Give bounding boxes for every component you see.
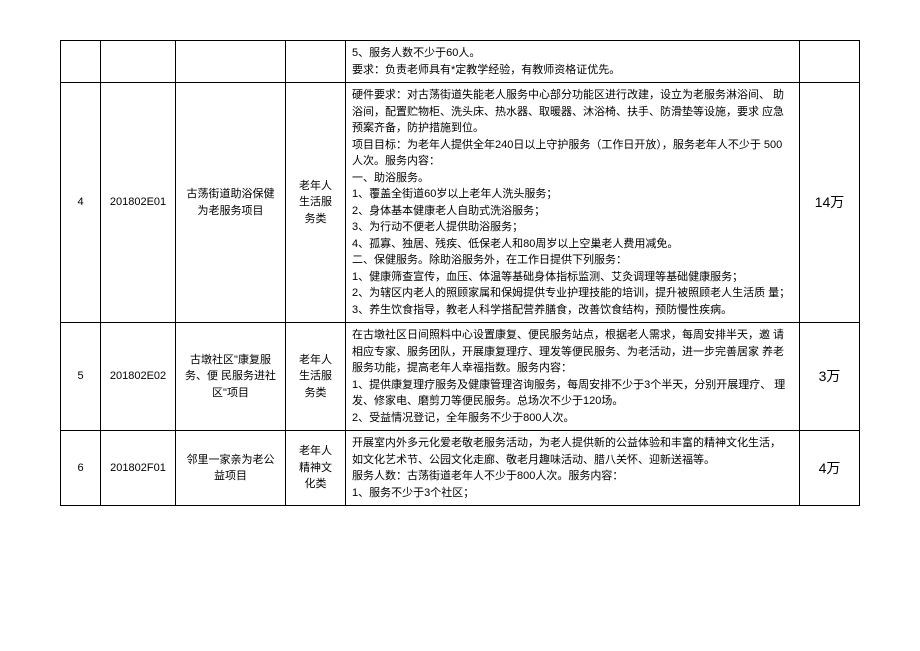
category-cell: 老年人 生活服 务类 bbox=[286, 83, 346, 323]
amount-cell bbox=[800, 41, 860, 83]
amount-cell: 3万 bbox=[800, 323, 860, 431]
code-cell: 201802E01 bbox=[101, 83, 176, 323]
table-row: 5、服务人数不少于60人。要求：负责老师具有*定教学经验，有教师资格证优先。 bbox=[61, 41, 860, 83]
table-row: 5 201802E02 古墩社区"康复服务、便 民服务进社区"项目 老年人 生活… bbox=[61, 323, 860, 431]
seq-cell bbox=[61, 41, 101, 83]
table-row: 6 201802F01 邻里一家亲为老公益项目 老年人 精神文 化类 开展室内外… bbox=[61, 431, 860, 506]
category-cell: 老年人 精神文 化类 bbox=[286, 431, 346, 506]
seq-cell: 6 bbox=[61, 431, 101, 506]
category-cell bbox=[286, 41, 346, 83]
code-cell: 201802F01 bbox=[101, 431, 176, 506]
desc-cell: 开展室内外多元化爱老敬老服务活动，为老人提供新的公益体验和丰富的精神文化生活， … bbox=[346, 431, 800, 506]
desc-cell: 在古墩社区日间照料中心设置康复、便民服务站点，根据老人需求，每周安排半天，邀 请… bbox=[346, 323, 800, 431]
name-cell: 古荡街道助浴保健 为老服务项目 bbox=[176, 83, 286, 323]
category-cell: 老年人 生活服 务类 bbox=[286, 323, 346, 431]
table-row: 4 201802E01 古荡街道助浴保健 为老服务项目 老年人 生活服 务类 硬… bbox=[61, 83, 860, 323]
amount-cell: 14万 bbox=[800, 83, 860, 323]
name-cell: 邻里一家亲为老公益项目 bbox=[176, 431, 286, 506]
name-cell: 古墩社区"康复服务、便 民服务进社区"项目 bbox=[176, 323, 286, 431]
amount-cell: 4万 bbox=[800, 431, 860, 506]
name-cell bbox=[176, 41, 286, 83]
desc-cell: 5、服务人数不少于60人。要求：负责老师具有*定教学经验，有教师资格证优先。 bbox=[346, 41, 800, 83]
seq-cell: 4 bbox=[61, 83, 101, 323]
desc-cell: 硬件要求：对古荡街道失能老人服务中心部分功能区进行改建，设立为老服务淋浴间、 助… bbox=[346, 83, 800, 323]
seq-cell: 5 bbox=[61, 323, 101, 431]
projects-table: 5、服务人数不少于60人。要求：负责老师具有*定教学经验，有教师资格证优先。 4… bbox=[60, 40, 860, 506]
code-cell bbox=[101, 41, 176, 83]
code-cell: 201802E02 bbox=[101, 323, 176, 431]
table-body: 5、服务人数不少于60人。要求：负责老师具有*定教学经验，有教师资格证优先。 4… bbox=[61, 41, 860, 506]
